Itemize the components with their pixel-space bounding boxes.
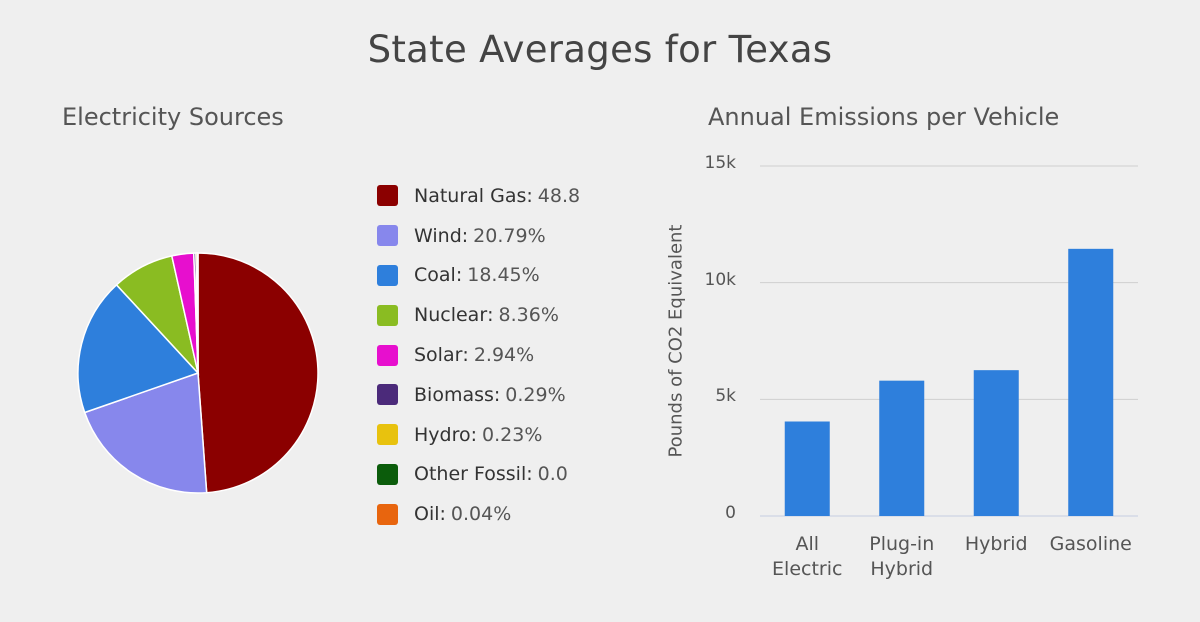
- legend-swatch: [377, 384, 398, 406]
- legend-item[interactable]: Coal:18.45%: [377, 256, 579, 296]
- pie-slice-natural-gas[interactable]: [197, 252, 319, 494]
- legend-item[interactable]: Hydro:0.23%: [377, 415, 579, 455]
- legend-label: Hydro: [414, 423, 471, 446]
- legend-label: Nuclear: [414, 304, 488, 327]
- pie-legend: Natural Gas:48.8 Wind:20.79% Coal:18.45% Nu…: [377, 176, 579, 534]
- legend-value: 0.04%: [450, 503, 512, 526]
- legend-swatch: [377, 185, 398, 207]
- legend-item[interactable]: Biomass:0.29%: [377, 375, 579, 415]
- x-tick-label-line: Hybrid: [870, 558, 934, 580]
- legend-value: 0.23%: [482, 423, 543, 446]
- legend-separator: :: [462, 344, 469, 367]
- legend-item[interactable]: Solar:2.94%: [377, 335, 579, 375]
- page-title: State Averages for Texas: [367, 28, 833, 71]
- legend-value: 0.0: [537, 463, 568, 486]
- legend-label: Solar: [414, 344, 463, 367]
- legend-label: Biomass: [414, 383, 494, 406]
- legend-item[interactable]: Oil:0.04%: [377, 494, 579, 534]
- legend-item[interactable]: Wind:20.79%: [377, 216, 579, 256]
- legend-label: Wind: [414, 224, 462, 247]
- legend-separator: :: [526, 184, 533, 207]
- legend-value: 20.79%: [473, 224, 546, 247]
- pie-slice-wind[interactable]: [83, 371, 208, 494]
- x-tick-label-line: Hybrid: [964, 533, 1028, 555]
- legend-swatch: [377, 503, 398, 525]
- legend-separator: :: [455, 264, 463, 287]
- legend-item[interactable]: Other Fossil:0.0: [377, 455, 579, 495]
- x-tick-label-line: Electric: [772, 558, 843, 580]
- x-tick-label: Gasoline: [1041, 532, 1141, 557]
- legend-swatch: [377, 463, 398, 485]
- legend-label: Oil: [414, 503, 440, 526]
- legend-item[interactable]: Nuclear:8.36%: [377, 295, 579, 335]
- legend-swatch: [377, 264, 398, 286]
- legend-separator: :: [526, 463, 533, 486]
- legend-value: 48.8: [537, 184, 579, 207]
- x-tick-label: All Electric: [757, 532, 857, 582]
- legend-swatch: [377, 344, 398, 366]
- legend-value: 2.94%: [473, 344, 535, 367]
- bar[interactable]: [1068, 248, 1114, 517]
- legend-label: Coal: [414, 264, 456, 287]
- y-tick-label: 10k: [704, 269, 736, 290]
- legend-label: Natural Gas: [414, 184, 527, 207]
- legend-item[interactable]: Natural Gas:48.8: [377, 176, 579, 216]
- legend-swatch: [377, 304, 398, 326]
- x-tick-label-line: Gasoline: [1049, 533, 1132, 555]
- legend-separator: :: [461, 224, 469, 247]
- y-axis-label: Pounds of CO2 Equivalent: [665, 224, 687, 458]
- legend-separator: :: [439, 503, 446, 526]
- bar[interactable]: [879, 380, 925, 516]
- legend-value: 18.45%: [467, 264, 540, 287]
- legend-swatch: [377, 424, 398, 446]
- legend-separator: :: [487, 304, 494, 327]
- bar-chart-title: Annual Emissions per Vehicle: [708, 103, 1060, 131]
- y-tick-label: 5k: [715, 386, 736, 407]
- pie-slice-coal[interactable]: [77, 283, 200, 414]
- y-tick-label: 15k: [704, 153, 736, 173]
- legend-swatch: [377, 225, 398, 247]
- x-tick-label-line: All: [795, 533, 820, 555]
- legend-value: 0.29%: [505, 383, 566, 406]
- x-tick-label: Plug-in Hybrid: [852, 532, 952, 582]
- bar[interactable]: [973, 370, 1019, 516]
- y-tick-label: 0: [725, 503, 736, 523]
- legend-label: Other Fossil: [414, 463, 527, 486]
- legend-separator: :: [470, 423, 478, 446]
- legend-value: 8.36%: [498, 304, 559, 327]
- pie-chart-title: Electricity Sources: [62, 103, 284, 131]
- bar[interactable]: [784, 421, 830, 517]
- legend-separator: :: [493, 383, 501, 406]
- x-tick-label: Hybrid: [946, 532, 1046, 557]
- x-tick-label-line: Plug-in: [869, 533, 935, 555]
